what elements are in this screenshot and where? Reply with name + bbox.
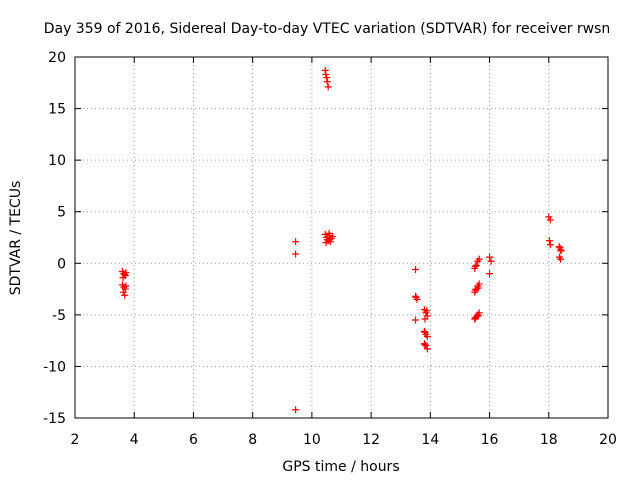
data-point — [412, 293, 420, 301]
data-point — [122, 282, 130, 290]
data-point — [555, 243, 563, 251]
data-point — [546, 241, 554, 249]
y-axis-label: SDTVAR / TECUs — [8, 181, 24, 296]
y-tick-label: -10 — [43, 359, 66, 375]
x-tick-label: 6 — [189, 432, 198, 448]
x-tick-label: 10 — [303, 432, 321, 448]
data-point — [545, 237, 553, 245]
plot-frame — [74, 56, 609, 419]
x-tick-label: 14 — [421, 432, 439, 448]
data-point — [292, 250, 300, 258]
data-point — [486, 253, 494, 261]
data-point — [421, 328, 429, 336]
y-tick-label: 5 — [57, 205, 66, 221]
data-point — [323, 236, 331, 244]
x-tick-label: 4 — [130, 432, 139, 448]
data-point — [421, 315, 429, 323]
data-point — [487, 257, 495, 265]
y-tick-label: 15 — [48, 102, 66, 118]
data-point — [121, 291, 129, 299]
data-point — [412, 316, 420, 324]
data-point — [324, 83, 332, 91]
data-points — [118, 66, 565, 414]
y-tick-label: 10 — [48, 153, 66, 169]
data-point — [292, 406, 300, 414]
data-point — [122, 269, 130, 277]
data-point — [556, 244, 564, 252]
data-point — [412, 265, 420, 273]
data-point — [474, 284, 482, 292]
y-tick-label: -5 — [52, 308, 66, 324]
data-point — [325, 229, 333, 237]
data-point — [545, 213, 553, 221]
data-point — [329, 232, 337, 240]
data-point — [422, 342, 430, 350]
data-point — [421, 341, 429, 349]
data-point — [475, 255, 483, 263]
data-point — [321, 230, 329, 238]
chart-title: Day 359 of 2016, Sidereal Day-to-day VTE… — [44, 21, 611, 37]
x-tick-label: 18 — [540, 432, 558, 448]
y-tick-label: 20 — [48, 50, 66, 66]
data-point — [471, 262, 479, 270]
data-point — [475, 280, 483, 288]
y-tick-label: 0 — [57, 256, 66, 272]
data-point — [472, 261, 480, 269]
data-point — [292, 238, 300, 246]
x-axis-label: GPS time / hours — [282, 459, 399, 475]
data-point — [486, 270, 494, 278]
x-tick-label: 12 — [362, 432, 380, 448]
grid-lines — [75, 57, 608, 418]
data-point — [475, 309, 483, 317]
data-point — [546, 216, 554, 224]
data-point — [557, 255, 565, 263]
data-point — [322, 71, 330, 79]
y-tick-label: -15 — [43, 411, 66, 427]
data-point — [557, 247, 565, 255]
data-point — [119, 288, 127, 296]
x-tick-label: 2 — [71, 432, 80, 448]
data-point — [323, 78, 331, 86]
data-point — [474, 312, 482, 320]
x-tick-label: 20 — [599, 432, 617, 448]
data-point — [322, 239, 330, 247]
data-point — [423, 307, 431, 315]
axis-ticks: 2 4 6 8 10 12 14 16 18 20 -15 -10 -5 0 5 10 15 20 — [43, 50, 617, 448]
data-point — [423, 345, 431, 353]
x-tick-label: 8 — [248, 432, 257, 448]
x-tick-label: 16 — [481, 432, 499, 448]
data-point — [423, 333, 431, 341]
